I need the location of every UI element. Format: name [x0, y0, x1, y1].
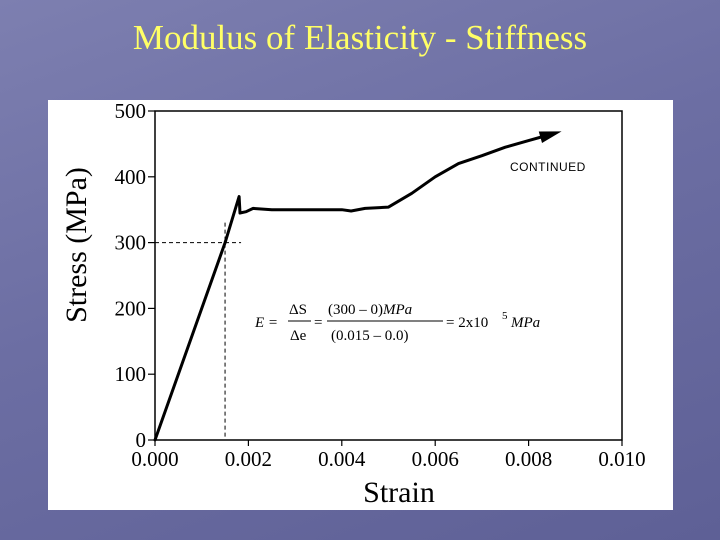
chart-series: [153, 131, 562, 442]
modulus-equation: E = ΔS Δe = (300 – 0)MPa (0.015 – 0.0) =…: [254, 302, 540, 344]
y-tick-label: 100: [115, 362, 147, 386]
x-tick-label: 0.008: [505, 447, 552, 471]
equation-den1: Δe: [290, 328, 307, 344]
y-tick-label: 0: [136, 428, 147, 452]
equation-num1: ΔS: [289, 302, 307, 318]
continued-arrowhead: [538, 131, 562, 144]
stress-strain-chart: 0 100 200 300 400 500 0.000 0.002 0.004 0.006 0.00…: [48, 100, 673, 510]
continued-label: CONTINUED: [510, 160, 586, 174]
equation-den2: (0.015 – 0.0): [331, 328, 409, 344]
tick-labels: 0 100 200 300 400 500 0.000 0.002 0.004 0.006 0.00…: [115, 100, 646, 471]
chart-axes: [148, 110, 623, 446]
equation-eq2: = 2x10: [446, 315, 488, 331]
guide-lines: [155, 222, 242, 440]
series-line-0: [153, 132, 554, 442]
equation-num2-unit: MPa: [382, 302, 412, 318]
equation-num2: (300 – 0)MPa: [328, 302, 412, 318]
x-tick-label: 0.006: [412, 447, 459, 471]
x-tick-label: 0.004: [318, 447, 366, 471]
plot-frame: [154, 110, 623, 441]
equation-unit: MPa: [510, 315, 540, 331]
y-tick-label: 300: [115, 231, 147, 255]
x-axis-title: Strain: [363, 476, 435, 509]
equation-lhs: E =: [254, 315, 278, 331]
y-tick-label: 400: [115, 165, 147, 189]
chart-svg: 0 100 200 300 400 500 0.000 0.002 0.004 0.006 0.00…: [60, 100, 646, 509]
x-tick-label: 0.002: [225, 447, 272, 471]
equation-eq1: =: [314, 315, 322, 331]
x-tick-label: 0.010: [598, 447, 645, 471]
y-tick-label: 500: [115, 100, 147, 123]
x-tick-label: 0.000: [131, 447, 178, 471]
y-axis-title: Stress (MPa): [60, 167, 93, 323]
slide-title: Modulus of Elasticity - Stiffness: [132, 18, 588, 57]
y-tick-label: 200: [115, 296, 147, 320]
equation-num2-value: (300 – 0): [328, 302, 383, 318]
equation-exponent: 5: [502, 310, 508, 322]
